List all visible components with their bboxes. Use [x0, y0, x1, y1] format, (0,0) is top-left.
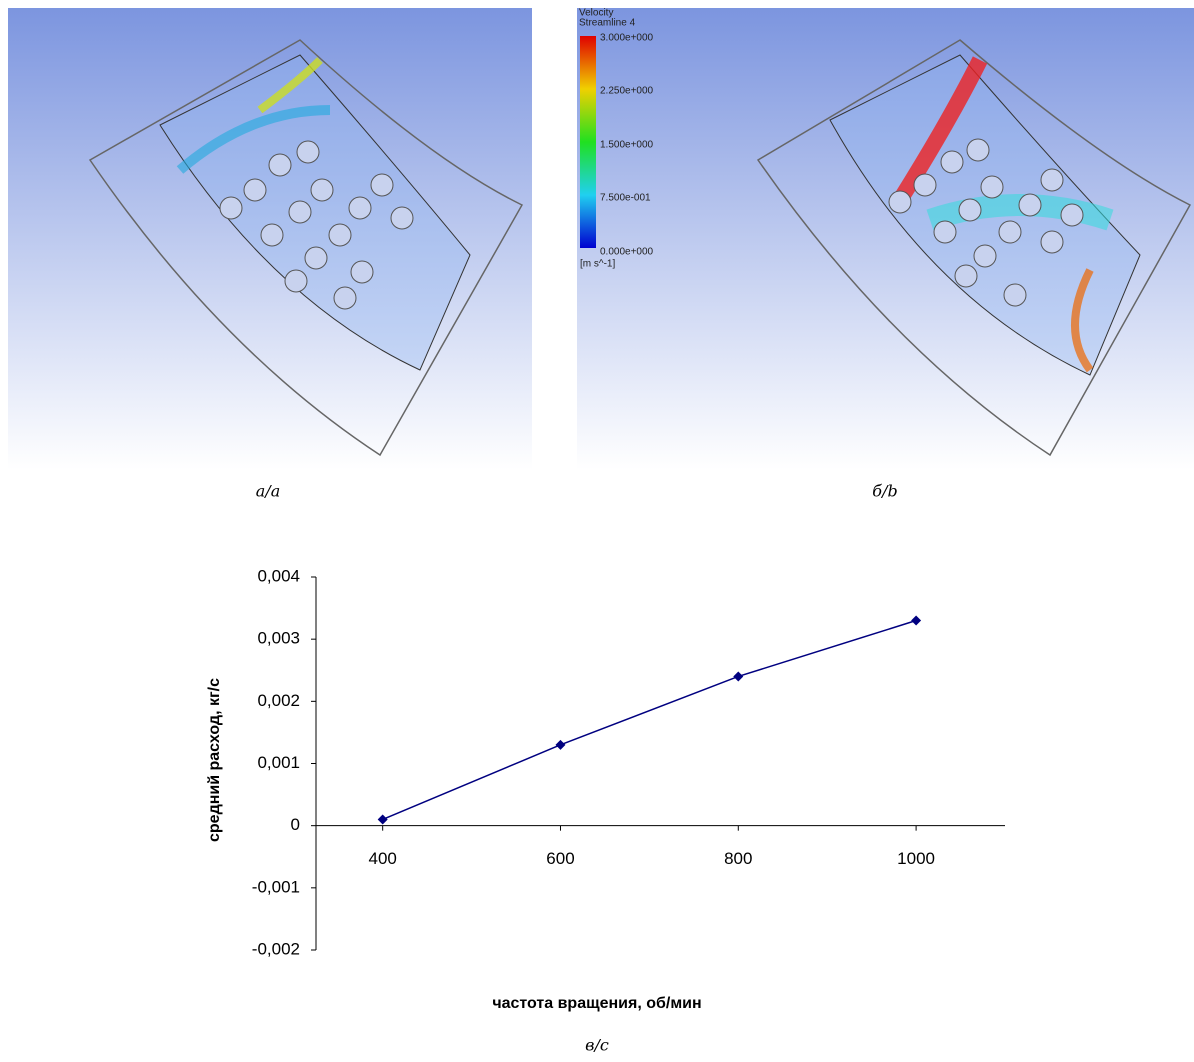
data-line: [383, 621, 916, 820]
data-point: [378, 814, 388, 824]
y-axis-title: средний расход, кг/с: [206, 678, 223, 842]
cfd-image-b: Velocity Streamline 4 3.000e+000 2.250e+…: [577, 8, 1194, 470]
colorbar-subtitle: Streamline 4: [579, 18, 636, 29]
x-tick-label: 1000: [897, 849, 935, 868]
caption: в/c: [585, 1036, 609, 1055]
colorbar-label: 0.000e+000: [600, 247, 654, 258]
colorbar-label: 1.500e+000: [600, 140, 654, 151]
colorbar-label: 3.000e+000: [600, 33, 654, 44]
y-tick-label: 0,001: [257, 753, 300, 772]
y-tick-label: -0,002: [252, 939, 300, 958]
colorbar-label: 2.250e+000: [600, 86, 654, 97]
figure: Velocity Streamline 4 3.000e+000 2.250e+…: [0, 0, 1194, 1057]
y-tick-label: 0,003: [257, 629, 300, 648]
y-tick-label: 0: [291, 815, 300, 834]
chart: частота вращения, об/мин средний расход,…: [206, 566, 1005, 1012]
cfd-image-a: [8, 8, 532, 470]
caption: а/a: [256, 482, 280, 501]
data-point: [911, 616, 921, 626]
x-tick-label: 600: [546, 849, 574, 868]
x-axis-title: частота вращения, об/мин: [492, 995, 701, 1012]
caption: б/b: [872, 482, 897, 501]
x-tick-label: 400: [368, 849, 396, 868]
colorbar: [580, 36, 596, 248]
colorbar-unit: [m s^-1]: [580, 259, 615, 270]
y-tick-label: 0,002: [257, 691, 300, 710]
y-tick-label: 0,004: [257, 566, 300, 585]
data-point: [555, 740, 565, 750]
colorbar-label: 7.500e-001: [600, 193, 651, 204]
y-tick-label: -0,001: [252, 877, 300, 896]
data-point: [733, 671, 743, 681]
x-tick-label: 800: [724, 849, 752, 868]
